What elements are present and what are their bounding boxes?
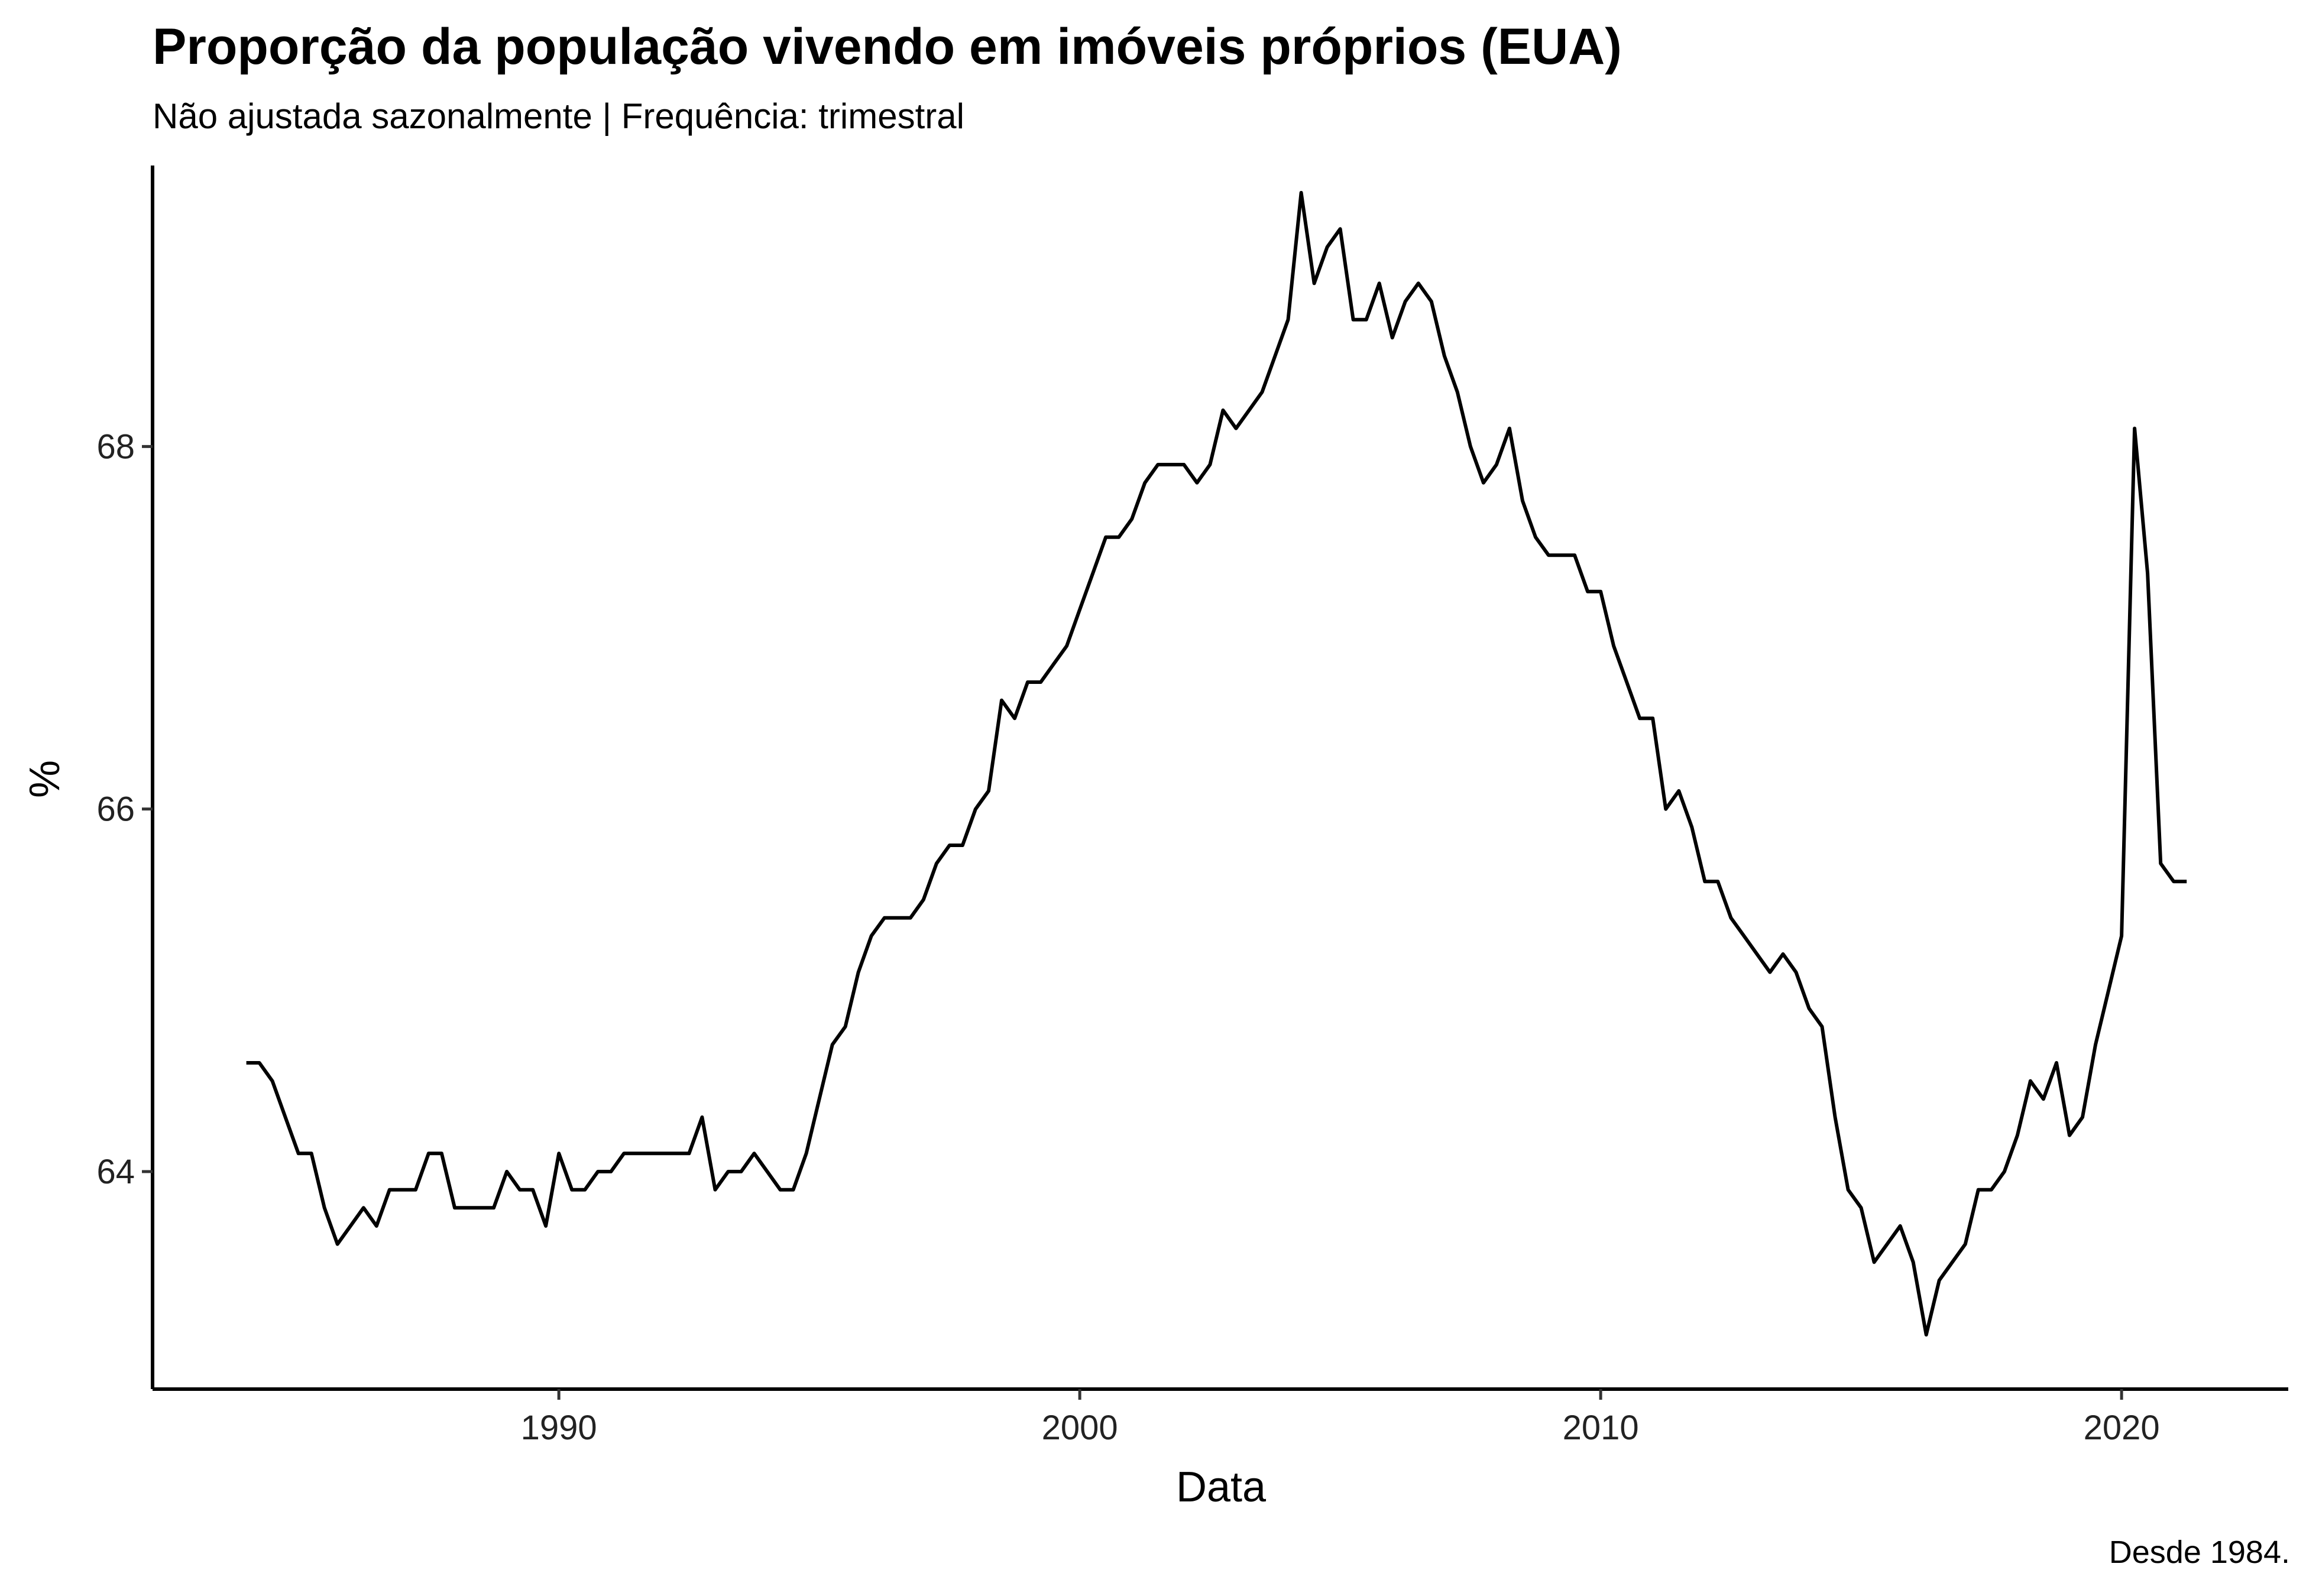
- chart-title: Proporção da população vivendo em imóvei…: [153, 18, 1622, 75]
- y-tick-label: 64: [96, 1153, 135, 1191]
- y-tick-label: 66: [96, 790, 135, 829]
- y-axis-title: %: [21, 760, 69, 798]
- x-tick-label: 1990: [521, 1409, 597, 1447]
- chart-subtitle: Não ajustada sazonalmente | Frequência: …: [153, 96, 964, 136]
- series-line: [246, 191, 2187, 1337]
- y-tick-label: 68: [96, 427, 135, 466]
- x-axis-title: Data: [1176, 1464, 1267, 1511]
- x-tick-label: 2010: [1563, 1409, 1639, 1447]
- x-tick-label: 2020: [2084, 1409, 2160, 1447]
- chart-caption: Desde 1984.: [2109, 1535, 2290, 1570]
- x-tick-label: 2000: [1042, 1409, 1118, 1447]
